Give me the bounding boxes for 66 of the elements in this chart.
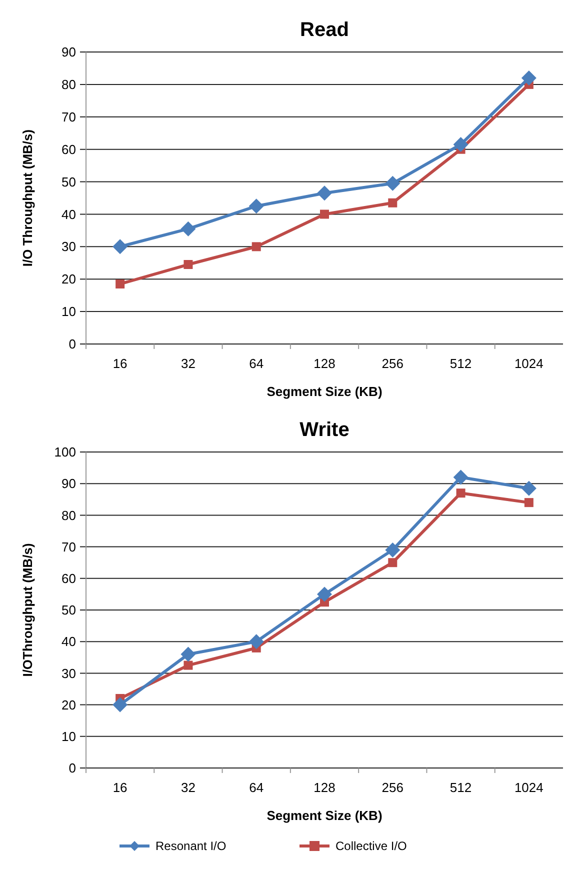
y-axis-title: I/O Throughput (MB/s) <box>20 129 35 267</box>
point <box>112 239 128 254</box>
y-tick-label: 80 <box>62 508 76 523</box>
point <box>184 660 193 670</box>
y-tick-label: 10 <box>62 728 76 744</box>
y-tick-label: 0 <box>68 760 76 776</box>
point <box>248 634 264 650</box>
y-tick-label: 20 <box>62 272 76 287</box>
point <box>521 480 536 496</box>
point <box>524 498 534 508</box>
y-tick-label: 60 <box>62 142 76 157</box>
point <box>521 70 536 86</box>
chart-title: Read <box>300 19 349 41</box>
x-tick-label: 256 <box>382 780 404 795</box>
x-tick-label: 32 <box>180 780 196 795</box>
x-tick-label: 512 <box>450 780 472 795</box>
y-tick-label: 40 <box>62 634 76 650</box>
x-tick-label: 128 <box>314 356 336 371</box>
y-tick-label: 30 <box>62 666 76 681</box>
point <box>388 558 398 568</box>
x-tick-label: 512 <box>450 356 472 371</box>
point <box>180 646 196 662</box>
y-tick-label: 10 <box>62 304 76 320</box>
y-axis-title: I/OThroughput (MB/s) <box>20 543 35 677</box>
point <box>248 198 264 214</box>
point <box>385 542 400 558</box>
legend-label: Resonant I/O <box>156 839 226 854</box>
x-tick-label: 32 <box>180 356 196 371</box>
y-tick-label: 30 <box>62 239 76 254</box>
point <box>453 136 468 152</box>
point <box>317 586 332 602</box>
point <box>184 260 193 270</box>
x-tick-label: 16 <box>112 356 128 371</box>
x-tick-label: 64 <box>249 780 264 795</box>
point <box>180 221 196 236</box>
y-tick-label: 90 <box>62 476 76 492</box>
point <box>320 210 329 219</box>
x-axis-title: Segment Size (KB) <box>266 384 382 399</box>
y-tick-label: 90 <box>62 44 76 60</box>
x-tick-label: 1024 <box>514 356 544 371</box>
y-tick-label: 50 <box>62 174 76 190</box>
legend-label: Collective I/O <box>336 839 407 854</box>
y-tick-label: 50 <box>62 602 76 618</box>
y-tick-label: 80 <box>62 76 76 92</box>
point <box>456 488 466 498</box>
point <box>252 242 261 252</box>
y-tick-label: 0 <box>68 336 76 352</box>
point <box>453 470 468 485</box>
y-tick-label: 20 <box>62 697 76 712</box>
x-tick-label: 1024 <box>514 780 544 795</box>
x-axis-title: Segment Size (KB) <box>266 808 382 823</box>
point <box>388 198 398 208</box>
x-tick-label: 128 <box>314 780 336 795</box>
y-tick-label: 70 <box>62 109 76 124</box>
chart-title: Write <box>300 419 350 441</box>
point <box>385 176 400 191</box>
y-tick-label: 40 <box>62 206 76 222</box>
point <box>116 279 125 288</box>
y-tick-label: 100 <box>54 444 76 460</box>
point <box>112 697 128 712</box>
x-tick-label: 16 <box>112 780 128 795</box>
x-tick-label: 64 <box>249 356 264 371</box>
point <box>317 186 332 201</box>
x-tick-label: 256 <box>382 356 404 371</box>
y-tick-label: 70 <box>62 539 76 554</box>
y-tick-label: 60 <box>62 570 76 586</box>
